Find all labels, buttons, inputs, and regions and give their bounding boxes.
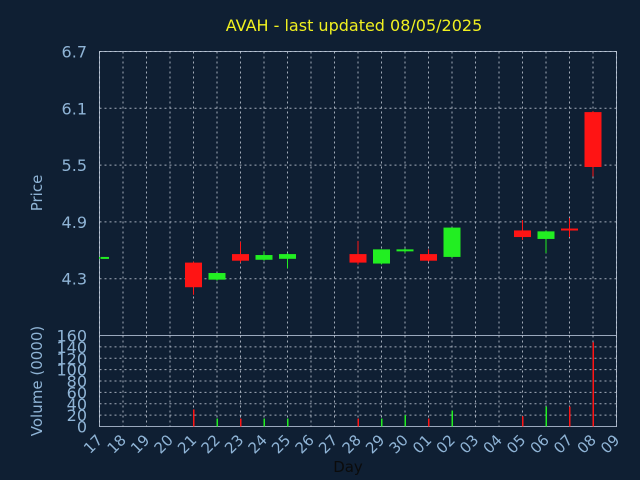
volume-bar-01 <box>428 418 430 427</box>
day-tick-label: 21 <box>174 431 200 457</box>
candle-21 <box>185 261 202 295</box>
volume-y-tick-label: 160 <box>56 327 87 346</box>
day-tick-label: 04 <box>480 431 506 457</box>
volume-bar-28 <box>357 418 359 427</box>
price-panel: 6.7 6.1 5.5 4.9 4.3 Price <box>28 43 617 336</box>
candle-body <box>420 254 437 261</box>
candle-29 <box>373 249 390 265</box>
candle-body <box>396 249 414 252</box>
price-y-tick-label: 4.9 <box>62 213 87 232</box>
day-tick-label: 29 <box>362 431 388 457</box>
volume-bar-25 <box>287 418 289 427</box>
volume-bar-21 <box>193 409 195 427</box>
day-tick-label: 23 <box>221 431 247 457</box>
day-tick-label: 25 <box>268 431 294 457</box>
volume-bar-05 <box>522 416 524 427</box>
volume-bar-08 <box>592 342 594 427</box>
volume-bar-29 <box>381 418 383 427</box>
day-tick-label: 07 <box>550 431 576 457</box>
candle-23 <box>232 241 249 263</box>
candle-02 <box>443 227 461 258</box>
volume-y-tick-label: 0 <box>77 418 87 437</box>
candle-17 <box>99 256 109 259</box>
day-tick-label: 03 <box>456 431 482 457</box>
candle-body <box>373 249 390 264</box>
candle-body <box>584 112 602 167</box>
day-tick-label: 19 <box>127 431 153 457</box>
day-tick-label: 26 <box>292 431 318 457</box>
day-tick-label: 06 <box>527 431 553 457</box>
price-axis-label: Price <box>28 175 46 212</box>
candle-body <box>255 255 273 260</box>
day-tick-label: 02 <box>433 431 459 457</box>
candle-body <box>561 228 578 231</box>
day-tick-label: 24 <box>245 431 271 457</box>
chart-title: AVAH - last updated 08/05/2025 <box>226 16 483 35</box>
volume-bar-07 <box>569 406 571 427</box>
volume-bar-30 <box>404 415 406 427</box>
volume-y-tick-label: 120 <box>56 349 87 368</box>
candle-body <box>514 230 531 238</box>
price-y-tick-label: 6.1 <box>62 99 87 118</box>
volume-bar-23 <box>240 418 242 427</box>
candle-30 <box>396 248 414 254</box>
volume-y-tick-label: 60 <box>67 383 87 402</box>
volume-grid <box>99 335 617 427</box>
candle-body <box>208 273 226 280</box>
day-tick-label: 18 <box>104 431 130 457</box>
volume-bar-02 <box>451 410 453 427</box>
day-tick-label: 22 <box>198 431 224 457</box>
volume-bars <box>193 342 594 427</box>
volume-bar-22 <box>216 418 218 427</box>
candle-body <box>349 254 367 263</box>
day-tick-label: 09 <box>597 431 623 457</box>
candle-body <box>232 254 249 261</box>
price-y-tick-label: 6.7 <box>62 43 87 62</box>
day-tick-label: 30 <box>386 431 412 457</box>
day-tick-label: 27 <box>315 431 341 457</box>
price-y-tick-label: 5.5 <box>62 156 87 175</box>
candle-28 <box>349 240 367 265</box>
candles <box>99 111 602 295</box>
volume-bar-06 <box>545 406 547 427</box>
candle-05 <box>514 220 531 240</box>
candle-body <box>443 227 461 257</box>
candle-body <box>100 256 109 259</box>
volume-y-tick-label: 80 <box>67 372 87 391</box>
day-tick-label: 01 <box>409 431 435 457</box>
candle-body <box>537 231 555 239</box>
volume-axis-label: Volume (0000) <box>28 326 46 436</box>
candle-body <box>279 254 296 259</box>
candle-06 <box>537 230 555 254</box>
day-tick-label: 08 <box>574 431 600 457</box>
price-y-tick-label: 4.3 <box>62 270 87 289</box>
volume-bar-24 <box>263 418 265 427</box>
candle-body <box>185 262 202 288</box>
volume-y-tick-label: 40 <box>67 395 87 414</box>
day-tick-label: 05 <box>503 431 529 457</box>
candle-08 <box>584 111 602 177</box>
candle-22 <box>208 273 226 281</box>
day-tick-label: 20 <box>151 431 177 457</box>
candle-07 <box>561 218 578 238</box>
day-tick-label: 28 <box>339 431 365 457</box>
price-y-tick-labels: 6.7 6.1 5.5 4.9 4.3 <box>62 43 87 289</box>
volume-y-tick-label: 100 <box>56 361 87 380</box>
day-tick-labels: 1718192021222324252627282930010203040506… <box>80 431 623 457</box>
candle-24 <box>255 251 273 261</box>
volume-y-tick-label: 140 <box>56 338 87 357</box>
candle-25 <box>279 253 296 269</box>
price-grid <box>99 51 617 336</box>
day-axis-label: Day <box>333 458 363 476</box>
candle-01 <box>420 249 437 262</box>
volume-y-tick-label: 20 <box>67 406 87 425</box>
